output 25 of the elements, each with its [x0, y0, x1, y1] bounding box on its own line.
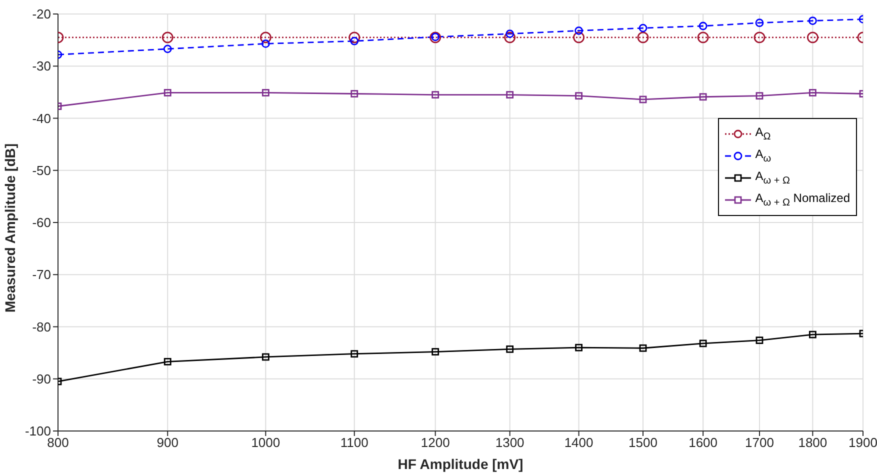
x-tick-label: 900 [156, 435, 178, 450]
x-tick-label: 1900 [848, 435, 877, 450]
y-tick-label: -50 [32, 162, 51, 178]
legend-label: A$_{ω + Ω}$ Nomalized [755, 191, 850, 209]
x-tick-label: 1300 [495, 435, 524, 450]
x-tick-label: 1200 [420, 435, 450, 450]
y-tick-label: -90 [32, 371, 51, 386]
y-tick-label: -30 [32, 58, 51, 74]
x-tick-label: 1600 [688, 435, 718, 450]
x-tick-label: 1500 [628, 435, 658, 450]
x-tick-label: 1800 [798, 435, 828, 450]
legend-label: A$_{ω + Ω}$ [755, 169, 790, 187]
y-tick-label: -60 [32, 215, 51, 230]
y-tick-label: -20 [32, 6, 51, 22]
x-tick-label: 1400 [564, 435, 594, 450]
y-tick-label: -80 [32, 319, 51, 334]
legend-label: A$_{Ω}$ [755, 125, 771, 143]
x-axis-title: HF Amplitude [mV] [398, 456, 524, 472]
y-tick-label: -70 [32, 267, 51, 282]
x-tick-label: 1100 [340, 435, 368, 450]
y-tick-label: -40 [32, 110, 51, 126]
legend-label: A$_{ω}$ [755, 147, 772, 165]
x-tick-label: 1000 [251, 435, 280, 450]
x-tick-label: 1700 [745, 435, 774, 450]
y-axis-title: Measured Amplitude [dB] [2, 143, 18, 312]
